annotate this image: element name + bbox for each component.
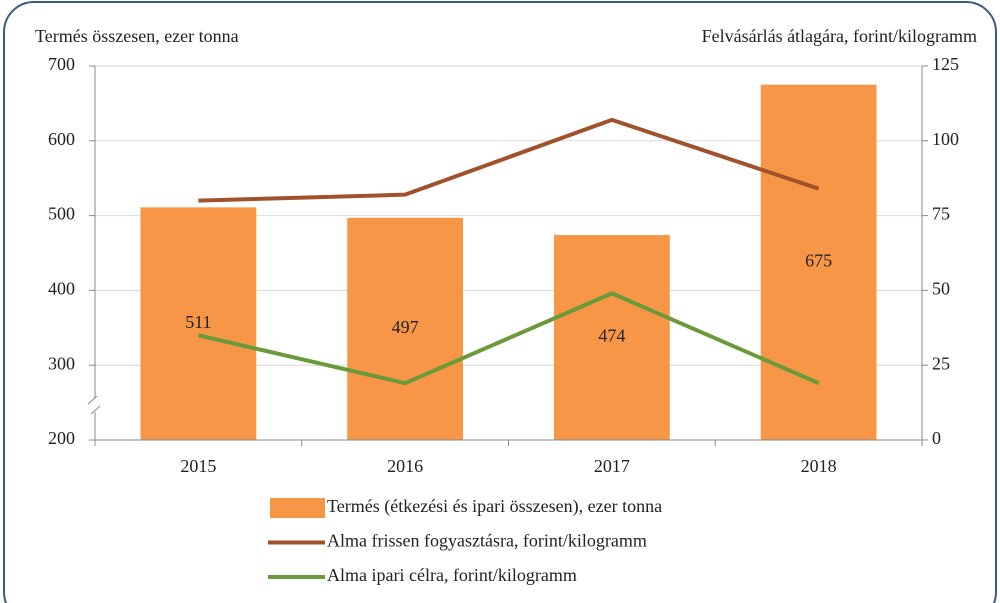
line-series: [197, 291, 820, 386]
data-label: 474: [598, 326, 625, 346]
y-tick-label: 700: [48, 54, 75, 74]
bar: [760, 84, 877, 440]
bar: [140, 207, 257, 440]
legend-label: Termés (étkezési és ipari összesen), eze…: [327, 496, 662, 517]
x-tick-label: 2015: [180, 456, 216, 476]
line-series: [198, 117, 820, 203]
y-tick-label: 600: [48, 129, 75, 149]
y2-tick-label: 125: [932, 54, 959, 74]
y2-tick-label: 75: [932, 204, 950, 224]
y2-tick-label: 100: [932, 129, 959, 149]
x-tick-label: 2017: [594, 456, 630, 476]
legend-label: Alma frissen fogyasztásra, forint/kilogr…: [327, 531, 647, 551]
y2-tick-label: 25: [932, 353, 950, 373]
data-label: 497: [392, 317, 419, 337]
legend-swatch: [270, 498, 325, 518]
y2-tick-label: 50: [932, 279, 950, 299]
data-label: 675: [805, 250, 832, 270]
y2-axis-title: Felvásárlás átlagára, forint/kilogramm: [702, 26, 977, 46]
x-tick-label: 2018: [801, 456, 837, 476]
panel-border: [3, 1, 997, 603]
bar: [347, 217, 464, 440]
y-axis-title: Termés összesen, ezer tonna: [35, 26, 239, 46]
legend-label: Alma ipari célra, forint/kilogramm: [327, 565, 577, 585]
x-tick-label: 2016: [387, 456, 423, 476]
y-tick-label: 300: [48, 353, 75, 373]
y-tick-label: 200: [48, 428, 75, 448]
y-tick-label: 500: [48, 204, 75, 224]
bar: [553, 235, 670, 440]
axis-break: [87, 395, 101, 415]
y-tick-label: 400: [48, 279, 75, 299]
data-label: 511: [185, 312, 211, 332]
y2-tick-label: 0: [932, 428, 941, 448]
